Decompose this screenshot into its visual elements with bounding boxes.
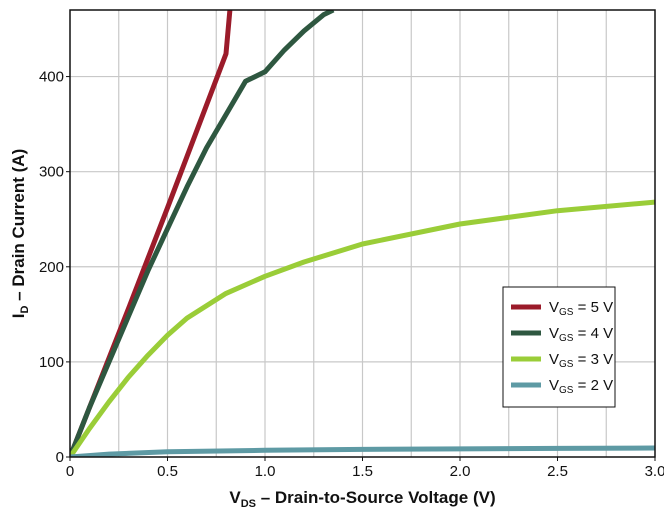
y-tick-label: 200: [39, 259, 64, 276]
y-axis-title-main: I: [9, 314, 28, 319]
legend-label-0: VGS = 5 V: [549, 299, 613, 318]
x-axis-title-rest: – Drain-to-Source Voltage (V): [256, 488, 496, 507]
legend: VGS = 5 V VGS = 4 V VGS = 3 V VGS = 2 V: [502, 286, 616, 408]
legend-label-3: VGS = 2 V: [549, 377, 613, 396]
x-tick-label: 3.0: [645, 463, 664, 480]
x-tick-label: 0: [66, 463, 74, 480]
series-line-2: [70, 199, 655, 457]
grid: [70, 10, 655, 457]
x-tick-label: 2.0: [450, 463, 471, 480]
y-tick-label: 300: [39, 164, 64, 181]
y-tick-label: 0: [56, 449, 64, 466]
y-axis-title: ID – Drain Current (A): [9, 149, 31, 318]
y-tick-label: 400: [39, 69, 64, 86]
y-tick-labels: 0 100 200 300 400: [39, 69, 70, 466]
series-line-1: [70, 10, 335, 457]
x-tick-labels: 0 0.5 1.0 1.5 2.0 2.5 3.0: [66, 457, 664, 480]
legend-label-2: VGS = 3 V: [549, 351, 613, 370]
series-line-3: [70, 445, 655, 457]
y-axis-title-rest: – Drain Current (A): [9, 149, 28, 306]
plot-lines: [70, 10, 655, 457]
x-tick-label: 1.0: [255, 463, 276, 480]
x-axis-title: VDS – Drain-to-Source Voltage (V): [229, 488, 495, 510]
legend-items: VGS = 5 V VGS = 4 V VGS = 3 V VGS = 2 V: [511, 299, 613, 396]
x-tick-label: 0.5: [157, 463, 178, 480]
x-axis-title-main: V: [229, 488, 241, 507]
y-axis-title-sub: D: [19, 306, 31, 314]
x-axis-title-sub: DS: [241, 498, 256, 510]
x-tick-label: 2.5: [547, 463, 568, 480]
x-tick-label: 1.5: [352, 463, 373, 480]
y-tick-label: 100: [39, 354, 64, 371]
legend-label-1: VGS = 4 V: [549, 325, 613, 344]
